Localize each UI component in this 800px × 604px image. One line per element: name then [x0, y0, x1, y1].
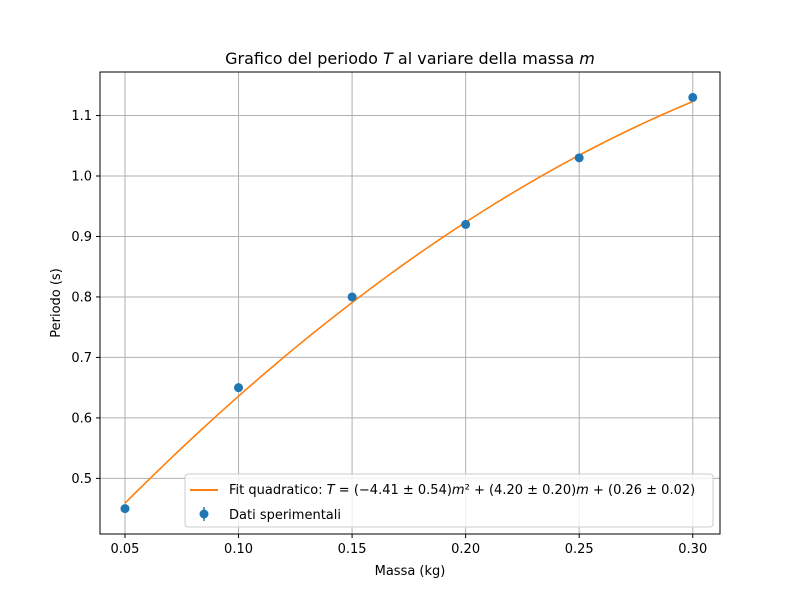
- y-tick-label: 1.1: [71, 109, 92, 124]
- chart-legend: Fit quadratico: T = (−4.41 ± 0.54)m² + (…: [184, 473, 714, 528]
- legend-fit-label: Fit quadratico: T = (−4.41 ± 0.54)m² + (…: [229, 483, 695, 498]
- y-tick-label: 0.6: [71, 411, 92, 426]
- y-tick-label: 0.7: [71, 351, 92, 366]
- data-point: [234, 383, 244, 393]
- y-tick-label: 1.0: [71, 170, 92, 185]
- x-tick-label: 0.10: [224, 542, 253, 557]
- legend-data-label: Dati sperimentali: [229, 508, 341, 523]
- data-point: [688, 92, 698, 102]
- x-tick-label: 0.05: [111, 542, 140, 557]
- x-tick-label: 0.15: [338, 542, 367, 557]
- x-tick-label: 0.25: [565, 542, 594, 557]
- x-tick-label: 0.20: [451, 542, 480, 557]
- data-point: [120, 504, 130, 514]
- y-axis-label: Periodo (s): [49, 268, 64, 338]
- x-axis-label: Massa (kg): [375, 564, 446, 579]
- data-point: [461, 219, 471, 229]
- axis-ticks: 0.05 0.10 0.15 0.20 0.25 0.30 0.5 0.6 0.7 0.8 0.9 1…: [71, 109, 707, 557]
- data-point: [347, 292, 357, 302]
- fit-curve-line: [124, 100, 694, 504]
- legend-box: [184, 473, 714, 528]
- legend-data-marker-swatch: [199, 509, 209, 519]
- data-point: [574, 153, 584, 163]
- x-tick-label: 0.30: [678, 542, 707, 557]
- y-tick-label: 0.9: [71, 230, 92, 245]
- y-tick-label: 0.5: [71, 472, 92, 487]
- y-tick-label: 0.8: [71, 290, 92, 305]
- chart-title: Grafico del periodo T al variare della m…: [225, 49, 595, 68]
- series-layer: [120, 92, 698, 514]
- plot-frame: [99, 71, 721, 535]
